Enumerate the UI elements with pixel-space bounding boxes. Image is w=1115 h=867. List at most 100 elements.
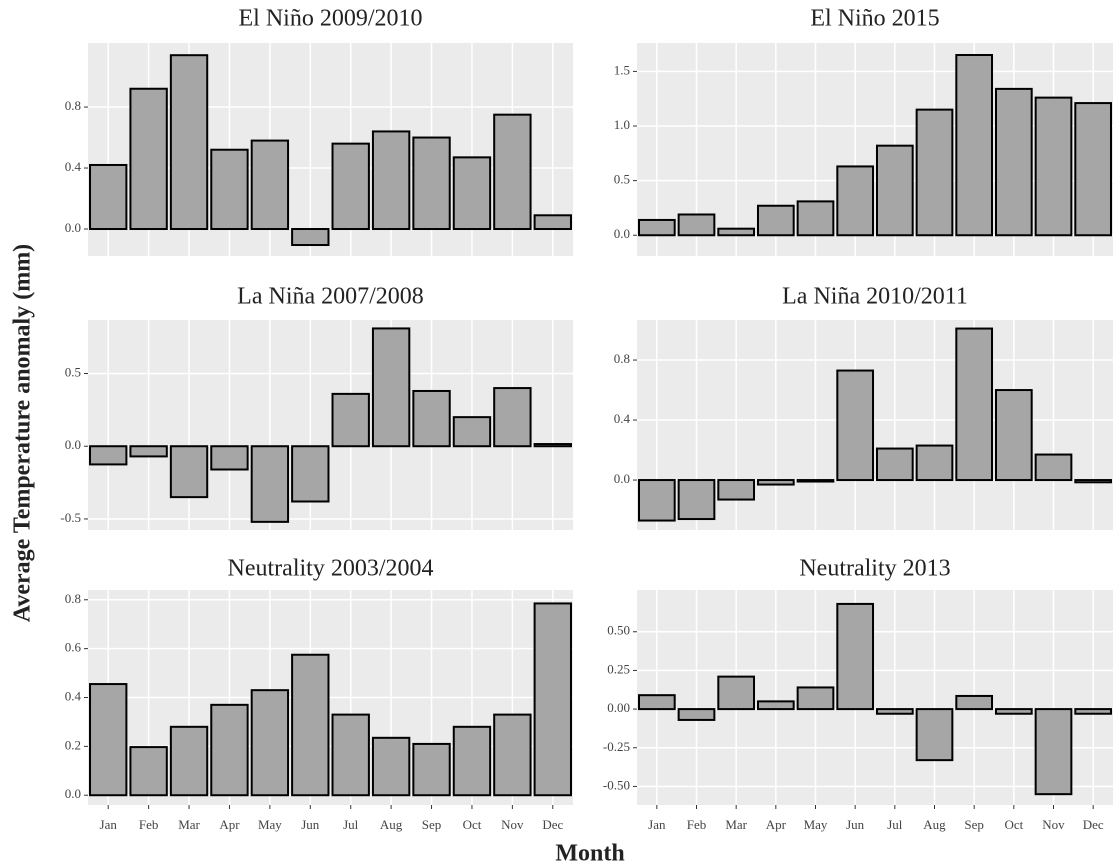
bar <box>915 108 954 237</box>
bar <box>210 148 249 231</box>
panel-title: El Niño 2009/2010 <box>239 6 423 32</box>
bar <box>129 87 168 231</box>
bar <box>452 725 492 797</box>
bar <box>331 392 370 448</box>
bar <box>1034 453 1073 482</box>
y-tick-label: 0.4 <box>65 688 82 703</box>
bar <box>717 227 756 237</box>
bar <box>331 142 370 231</box>
bar <box>493 113 532 231</box>
bar <box>1074 708 1113 715</box>
x-tick-label: Dec <box>1083 817 1104 832</box>
y-tick-label: 0.5 <box>65 365 81 380</box>
bar <box>677 479 716 521</box>
y-tick-label: 0.8 <box>614 351 630 366</box>
bar <box>129 746 168 797</box>
panel-title: El Niño 2015 <box>810 6 939 32</box>
bar <box>955 694 994 711</box>
bar <box>717 675 756 711</box>
y-tick-label: 0.8 <box>65 591 81 606</box>
x-tick-label: Jul <box>343 817 359 832</box>
bar <box>371 130 411 231</box>
x-tick-label: Nov <box>501 817 524 832</box>
bar <box>129 445 168 458</box>
x-tick-label: May <box>804 817 828 832</box>
y-tick-label: -0.50 <box>603 777 630 792</box>
bar <box>412 136 451 231</box>
panel-title: La Niña 2007/2008 <box>237 284 424 310</box>
bar <box>955 327 994 482</box>
bar <box>533 602 572 797</box>
x-tick-label: May <box>258 817 282 832</box>
bar <box>1074 479 1113 484</box>
y-tick-label: 0.25 <box>607 661 630 676</box>
bar <box>291 228 330 247</box>
y-tick-label: 0.00 <box>607 700 630 715</box>
bar <box>331 713 370 797</box>
y-tick-label: 0.0 <box>65 437 81 452</box>
bar <box>169 54 209 231</box>
bar <box>250 139 290 231</box>
y-tick-label: -0.25 <box>603 739 630 754</box>
x-tick-label: Mar <box>178 817 200 832</box>
x-tick-label: Feb <box>687 817 707 832</box>
x-tick-label: Sep <box>422 817 442 832</box>
x-tick-label: Feb <box>139 817 159 832</box>
bar <box>250 689 290 797</box>
y-tick-label: 0.50 <box>607 623 630 638</box>
x-tick-label: Oct <box>463 817 482 832</box>
x-tick-label: Aug <box>923 817 946 832</box>
y-tick-label: 0.0 <box>65 220 81 235</box>
bar <box>836 165 875 237</box>
y-axis-label: Average Temperature anomaly (mm) <box>10 244 36 622</box>
y-tick-label: 0.6 <box>65 640 82 655</box>
bar <box>412 389 451 448</box>
panel-background <box>637 590 1113 805</box>
x-tick-label: Mar <box>725 817 747 832</box>
y-tick-label: 0.5 <box>614 172 630 187</box>
bar <box>412 742 451 797</box>
y-tick-label: 0.0 <box>65 786 81 801</box>
x-tick-label: Apr <box>219 817 240 832</box>
bar <box>994 389 1033 482</box>
y-tick-label: 0.8 <box>65 98 81 113</box>
bar <box>291 445 330 503</box>
x-tick-label: Jun <box>846 817 865 832</box>
bar <box>796 479 835 483</box>
x-tick-label: Dec <box>542 817 563 832</box>
bar <box>637 218 676 237</box>
bar <box>717 479 756 501</box>
panel-background <box>637 320 1113 530</box>
bar <box>371 327 411 448</box>
y-tick-label: 1.0 <box>614 117 630 132</box>
bar <box>1074 102 1113 237</box>
y-tick-label: 0.4 <box>614 411 631 426</box>
x-tick-label: Apr <box>766 817 787 832</box>
x-tick-label: Aug <box>380 817 403 832</box>
bar <box>1034 708 1073 796</box>
bar <box>1034 96 1073 237</box>
panel-background <box>637 43 1113 256</box>
bar <box>796 200 835 237</box>
bar <box>89 683 128 797</box>
x-tick-label: Jul <box>887 817 903 832</box>
bar <box>169 445 209 499</box>
bar <box>533 214 572 231</box>
bar <box>677 213 716 237</box>
panel-title: Neutrality 2013 <box>799 556 950 582</box>
bar <box>756 204 795 237</box>
panel-background <box>88 320 573 530</box>
bar <box>493 713 532 797</box>
bar <box>955 54 994 237</box>
x-tick-label: Sep <box>964 817 984 832</box>
bar <box>637 479 676 522</box>
bar <box>637 694 676 711</box>
bar <box>915 708 954 762</box>
bar <box>875 447 914 482</box>
bar <box>493 387 532 448</box>
y-tick-label: 0.4 <box>65 159 82 174</box>
x-tick-label: Jun <box>301 817 320 832</box>
bar <box>915 444 954 482</box>
panel-background <box>88 43 573 256</box>
